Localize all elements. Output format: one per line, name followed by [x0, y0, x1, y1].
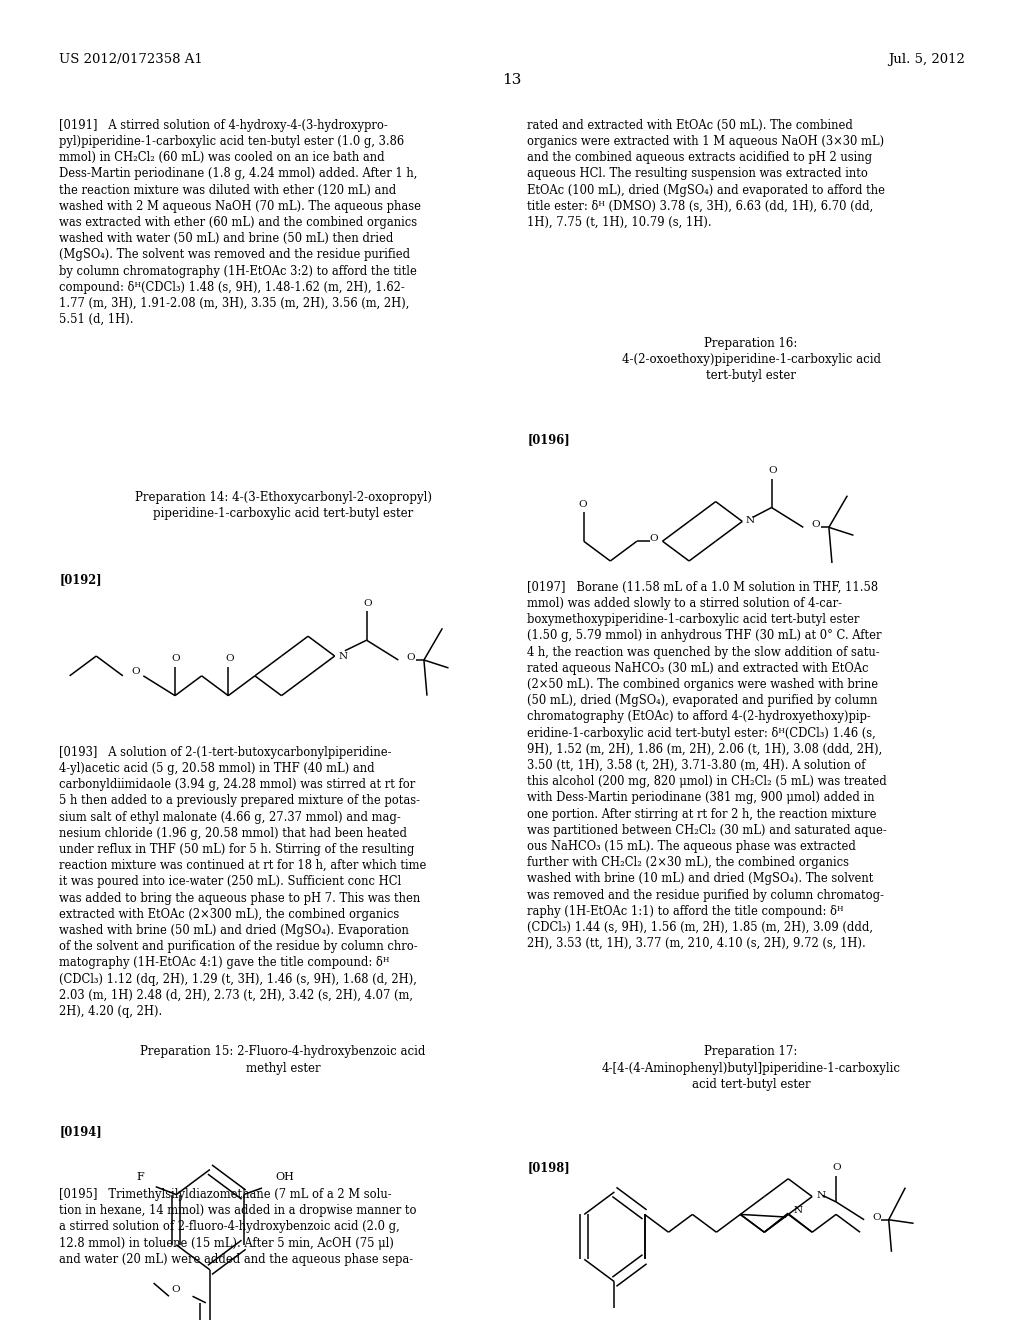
Text: O: O: [833, 1163, 842, 1172]
Text: Preparation 14: 4-(3-Ethoxycarbonyl-2-oxopropyl)
piperidine-1-carboxylic acid te: Preparation 14: 4-(3-Ethoxycarbonyl-2-ox…: [134, 491, 432, 520]
Text: O: O: [872, 1213, 881, 1221]
Text: Preparation 17:
4-[4-(4-Aminophenyl)butyl]piperidine-1-carboxylic
acid tert-buty: Preparation 17: 4-[4-(4-Aminophenyl)buty…: [602, 1045, 900, 1090]
Text: [0194]: [0194]: [59, 1125, 102, 1138]
Text: Jul. 5, 2012: Jul. 5, 2012: [888, 53, 965, 66]
Text: N: N: [794, 1206, 803, 1214]
Text: O: O: [649, 535, 657, 543]
Text: N: N: [745, 516, 755, 524]
Text: N: N: [817, 1191, 826, 1200]
Text: O: O: [407, 653, 415, 661]
Text: O: O: [225, 655, 233, 663]
Text: Preparation 16:
4-(2-oxoethoxy)piperidine-1-carboxylic acid
tert-butyl ester: Preparation 16: 4-(2-oxoethoxy)piperidin…: [622, 337, 881, 381]
Text: [0193]   A solution of 2-(1-tert-butoxycarbonylpiperidine-
4-yl)acetic acid (5 g: [0193] A solution of 2-(1-tert-butoxycar…: [59, 746, 427, 1018]
Text: [0191]   A stirred solution of 4-hydroxy-4-(3-hydroxypro-
pyl)piperidine-1-carbo: [0191] A stirred solution of 4-hydroxy-4…: [59, 119, 422, 326]
Text: OH: OH: [275, 1172, 294, 1183]
Text: [0196]: [0196]: [527, 433, 570, 446]
Text: [0195]   Trimethylsilyldiazomethane (7 mL of a 2 M solu-
tion in hexane, 14 mmol: [0195] Trimethylsilyldiazomethane (7 mL …: [59, 1188, 417, 1266]
Text: [0197]   Borane (11.58 mL of a 1.0 M solution in THF, 11.58
mmol) was added slow: [0197] Borane (11.58 mL of a 1.0 M solut…: [527, 581, 887, 950]
Text: O: O: [172, 1286, 180, 1294]
Text: O: O: [811, 520, 820, 529]
Text: [0192]: [0192]: [59, 573, 102, 586]
Text: O: O: [172, 655, 180, 663]
Text: Preparation 15: 2-Fluoro-4-hydroxybenzoic acid
methyl ester: Preparation 15: 2-Fluoro-4-hydroxybenzoi…: [140, 1045, 426, 1074]
Text: [0198]: [0198]: [527, 1162, 570, 1175]
Text: O: O: [768, 466, 777, 475]
Text: rated and extracted with EtOAc (50 mL). The combined
organics were extracted wit: rated and extracted with EtOAc (50 mL). …: [527, 119, 886, 228]
Text: O: O: [364, 599, 372, 607]
Text: 13: 13: [503, 73, 521, 87]
Text: O: O: [132, 668, 140, 676]
Text: O: O: [579, 500, 587, 508]
Text: US 2012/0172358 A1: US 2012/0172358 A1: [59, 53, 203, 66]
Text: F: F: [136, 1172, 144, 1183]
Text: N: N: [338, 652, 347, 660]
